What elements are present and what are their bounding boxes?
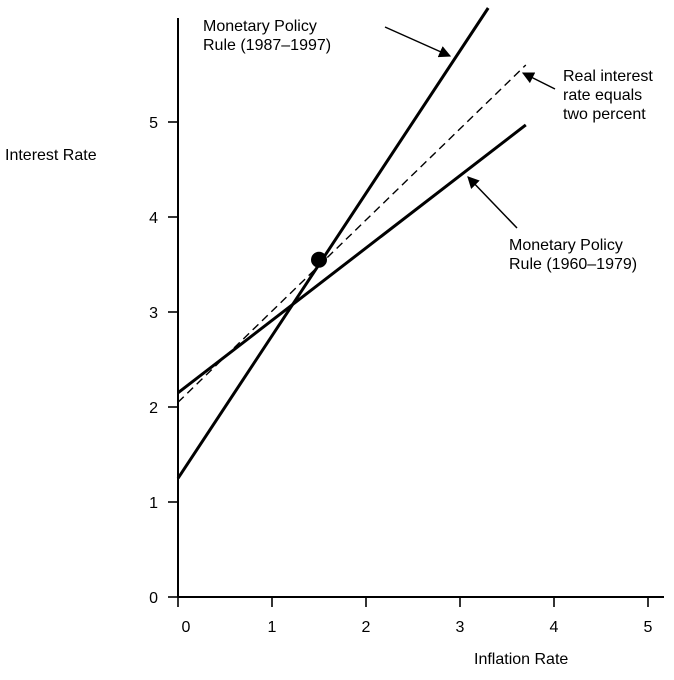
y-tick-label: 3 — [149, 305, 158, 322]
axes: 0 1 2 3 4 5 0 1 2 3 4 5 — [149, 18, 664, 636]
x-tick-label: 2 — [362, 619, 371, 636]
annotation-text-line: Monetary Policy — [509, 237, 623, 254]
annotation-policy-1960-1979: Monetary Policy Rule (1960–1979) — [467, 176, 637, 273]
y-tick-label: 2 — [149, 400, 158, 417]
series-line-policy-1960-1979 — [177, 123, 527, 394]
annotation-policy-1987-1997: Monetary Policy Rule (1987–1997) — [203, 18, 452, 58]
annotation-real-rate: Real interest rate equals two percent — [521, 68, 653, 123]
annotation-text-line: rate equals — [563, 87, 642, 104]
y-tick-label: 4 — [149, 210, 158, 227]
x-tick-label: 5 — [644, 619, 653, 636]
y-axis-title: Interest Rate — [5, 147, 97, 164]
plot-area — [176, 7, 527, 480]
points — [311, 251, 327, 268]
x-tick-label: 3 — [456, 619, 465, 636]
annotations: Monetary Policy Rule (1987–1997) Real inte… — [203, 18, 653, 273]
annotation-arrow — [467, 176, 518, 229]
y-tick-label: 1 — [149, 495, 158, 512]
x-axis-title: Inflation Rate — [474, 651, 568, 668]
annotation-text-line: Real interest — [563, 68, 653, 85]
y-tick-label: 0 — [149, 590, 158, 607]
y-tick-label: 5 — [149, 115, 158, 132]
series-line-real-rate-two-percent — [177, 64, 527, 403]
annotation-arrow — [521, 72, 556, 90]
x-tick-label: 0 — [182, 619, 191, 636]
annotation-text-line: two percent — [563, 106, 646, 123]
annotation-arrow — [384, 26, 452, 58]
annotation-text-line: Rule (1987–1997) — [203, 37, 331, 54]
x-tick-label: 4 — [550, 619, 559, 636]
x-tick-label: 1 — [268, 619, 277, 636]
intersection-point — [311, 251, 327, 268]
series-line-policy-1987-1997 — [176, 7, 490, 480]
annotation-text-line: Monetary Policy — [203, 18, 317, 35]
annotation-text-line: Rule (1960–1979) — [509, 256, 637, 273]
